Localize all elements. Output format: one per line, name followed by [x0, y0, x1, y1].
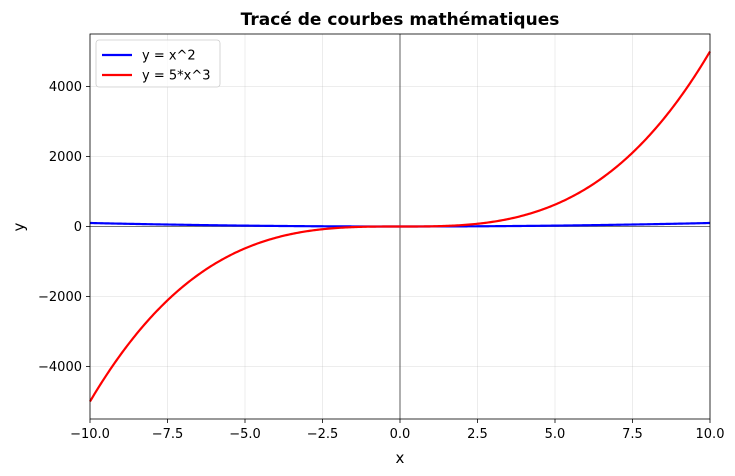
y-axis-label: y — [10, 222, 28, 231]
y-tick-label: −2000 — [38, 290, 82, 305]
x-tick-label: −10.0 — [70, 427, 110, 442]
y-tick-label: 2000 — [49, 150, 82, 165]
x-axis-ticks: −10.0 −7.5 −5.0 −2.5 0.0 2.5 5.0 7.5 10.0 — [70, 419, 724, 442]
y-tick-label: 4000 — [49, 80, 82, 95]
y-axis-ticks: −4000 −2000 0 2000 4000 — [38, 80, 90, 375]
x-tick-label: 7.5 — [622, 427, 643, 442]
y-tick-label: −4000 — [38, 360, 82, 375]
legend-label: y = 5*x^3 — [142, 69, 210, 84]
x-tick-label: 10.0 — [696, 427, 725, 442]
x-axis-label: x — [396, 449, 405, 467]
x-tick-label: −7.5 — [152, 427, 184, 442]
x-tick-label: −2.5 — [307, 427, 339, 442]
legend: y = x^2 y = 5*x^3 — [95, 39, 221, 88]
y-tick-label: 0 — [74, 220, 82, 235]
x-tick-label: 2.5 — [467, 427, 488, 442]
series-group — [89, 50, 711, 403]
x-tick-label: 0.0 — [390, 427, 411, 442]
x-tick-label: 5.0 — [545, 427, 566, 442]
chart-title: Tracé de courbes mathématiques — [241, 10, 560, 30]
legend-label: y = x^2 — [142, 49, 196, 64]
series-line-2 — [89, 50, 711, 403]
x-tick-label: −5.0 — [229, 427, 261, 442]
